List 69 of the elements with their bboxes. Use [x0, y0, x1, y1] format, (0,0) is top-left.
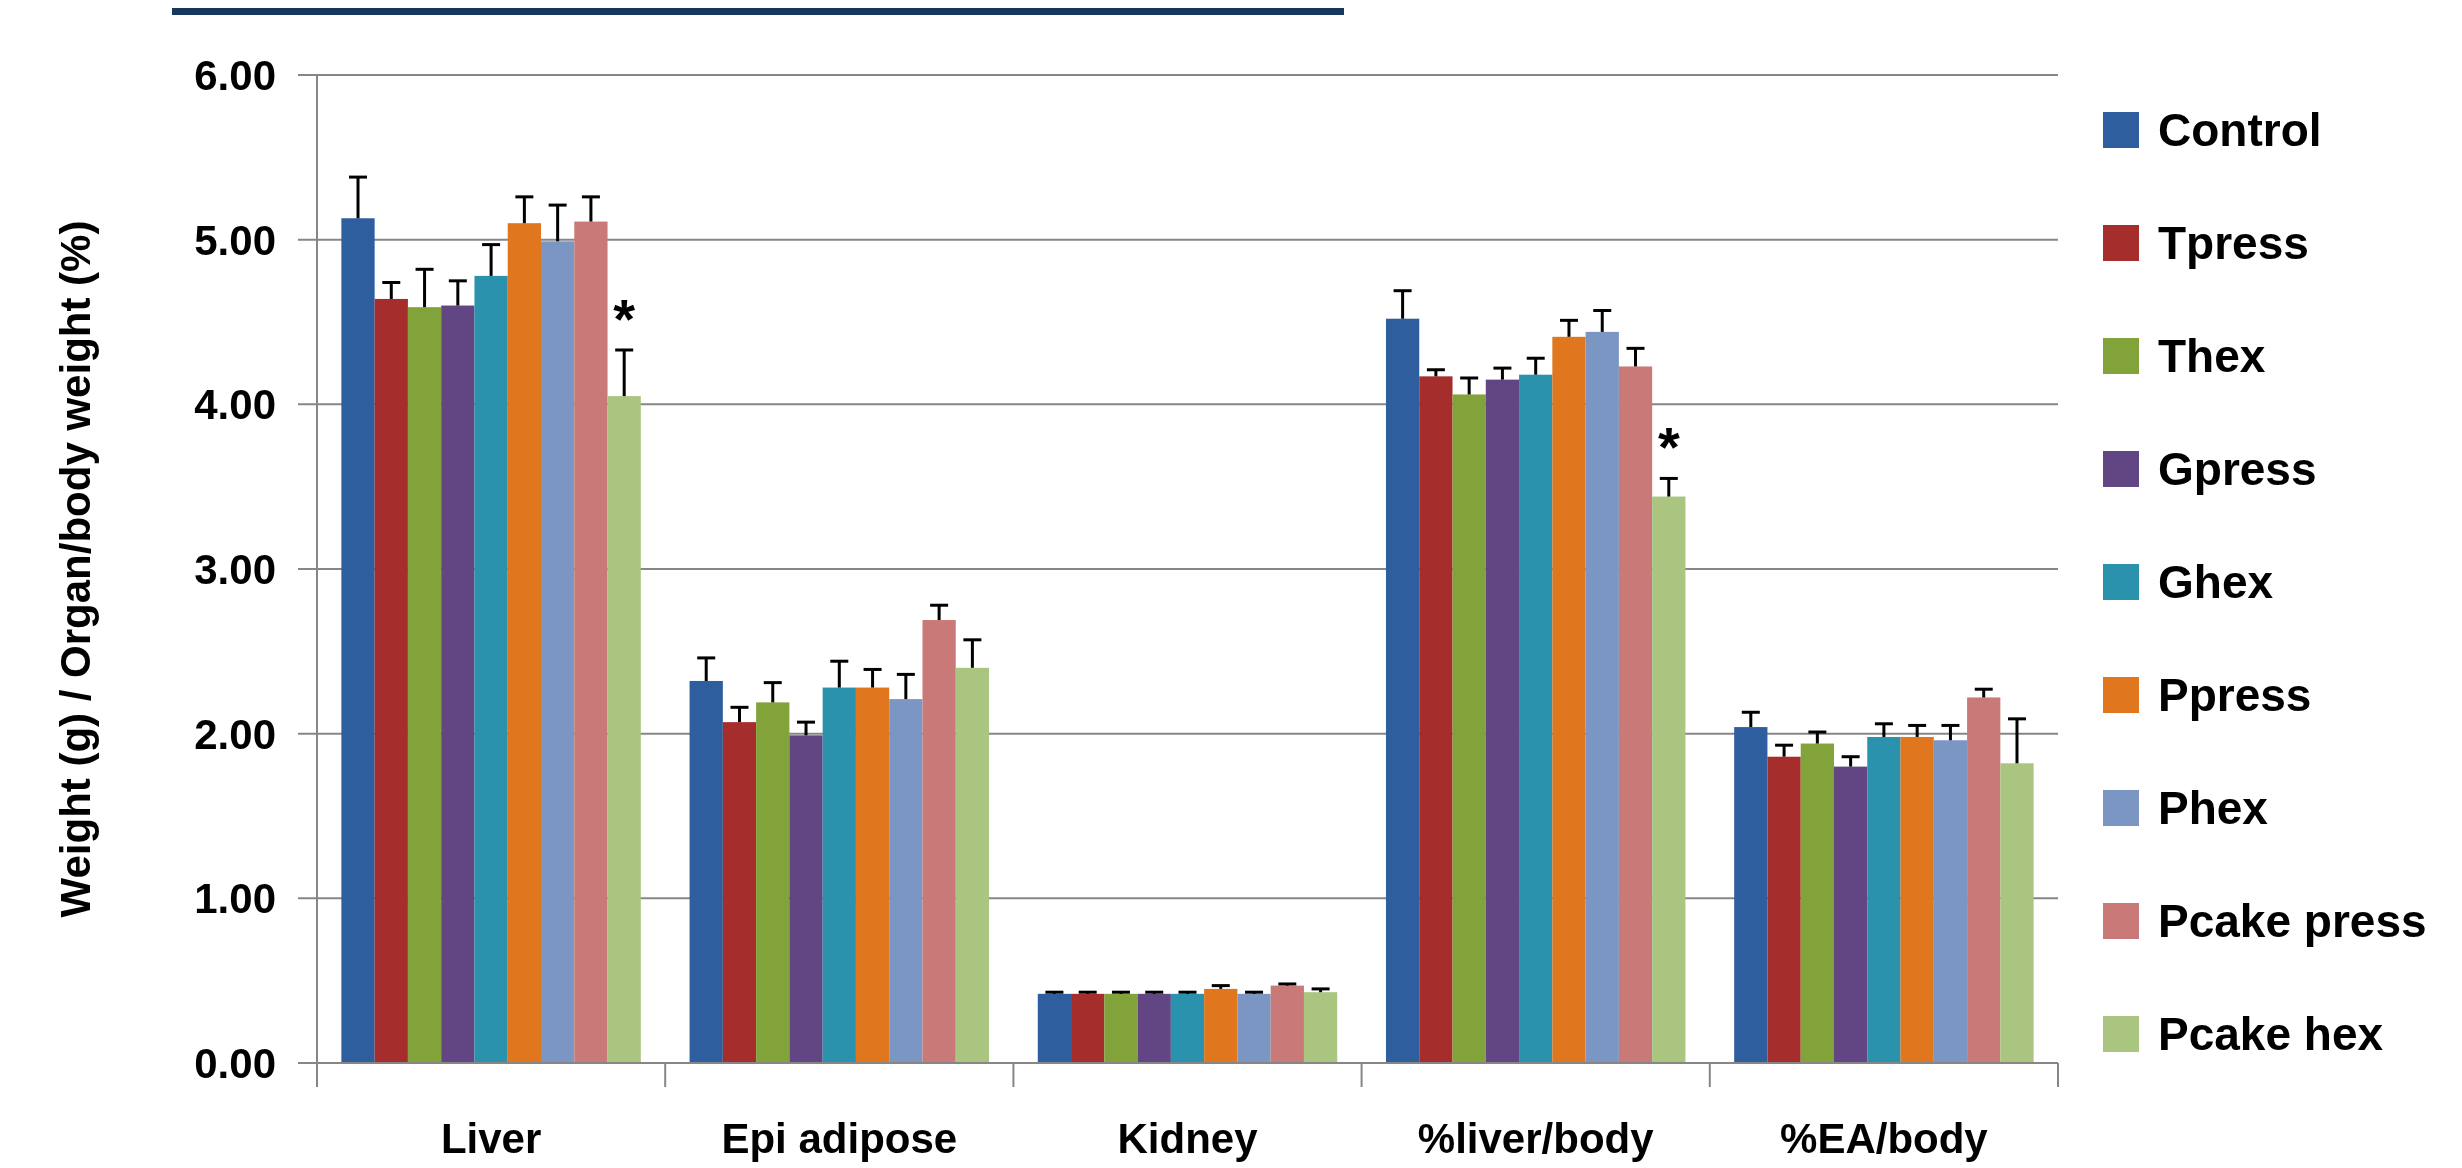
bar: [1037, 993, 1072, 1063]
bar: [1170, 993, 1205, 1063]
bar: [855, 687, 890, 1063]
bar: [607, 396, 641, 1063]
x-tick-label: %liver/body: [1417, 1115, 1655, 1162]
legend-label: Pcake hex: [2158, 1008, 2384, 1060]
y-tick-label: 6.00: [194, 52, 276, 99]
bar: [1552, 336, 1586, 1063]
bar: [1933, 740, 1968, 1063]
y-tick-label: 4.00: [194, 381, 276, 429]
bar: [1270, 985, 1304, 1063]
legend-label: Ppress: [2158, 669, 2312, 721]
annotation: *: [1657, 415, 1680, 479]
bar: [1303, 992, 1338, 1063]
y-tick-label: 3.00: [194, 546, 276, 593]
bar: [1900, 736, 1934, 1063]
bar: [341, 218, 375, 1063]
legend-label: Thex: [2158, 330, 2266, 382]
x-tick-label: Liver: [440, 1115, 542, 1162]
bar: [889, 699, 923, 1063]
bar: [1800, 743, 1834, 1063]
bar: [789, 735, 823, 1063]
legend-label: Pcake press: [2158, 895, 2427, 947]
bar: [1652, 496, 1686, 1063]
x-tick-label: Epi adipose: [721, 1115, 958, 1162]
bar: [689, 680, 723, 1063]
bar: [1967, 697, 2001, 1063]
bar: [374, 298, 408, 1063]
bar: [574, 221, 608, 1063]
bar: [1137, 993, 1171, 1063]
bar: [1237, 993, 1271, 1063]
legend-label: Control: [2158, 104, 2322, 156]
annotation: *: [613, 286, 636, 350]
y-axis-title: Weight (g) / Organ/body weight (%): [52, 220, 99, 918]
bar: [1204, 988, 1238, 1063]
bar: [1734, 727, 1768, 1063]
legend-label: Tpress: [2158, 217, 2309, 269]
bar: [756, 702, 790, 1063]
y-tick-label: 1.00: [194, 875, 276, 923]
y-tick-label: 0.00: [194, 1040, 276, 1087]
x-tick-label: %EA/body: [1780, 1115, 1989, 1162]
bar: [822, 687, 856, 1063]
bar: [1585, 331, 1619, 1063]
bar: [1833, 766, 1868, 1063]
legend-label: Phex: [2158, 782, 2269, 834]
bar: [1485, 379, 1520, 1063]
x-tick-label: Kidney: [1117, 1115, 1259, 1162]
legend-label: Gpress: [2158, 443, 2317, 495]
bar: [1419, 376, 1453, 1063]
bar: [1385, 318, 1420, 1063]
bar: [722, 722, 757, 1063]
legend-label: Ghex: [2158, 556, 2274, 608]
bar: [1767, 756, 1801, 1063]
bar: [1519, 374, 1553, 1063]
bar: [955, 667, 990, 1063]
y-tick-label: 5.00: [194, 216, 276, 264]
bar: [922, 620, 956, 1063]
bar: [541, 241, 575, 1063]
bar: [441, 305, 475, 1063]
bar: [1452, 394, 1486, 1063]
bar: [1867, 736, 1901, 1063]
bar: [474, 275, 508, 1063]
bar: [1618, 366, 1653, 1063]
bar: [407, 307, 442, 1063]
bar: [1071, 993, 1105, 1063]
bar: [2000, 763, 2034, 1063]
bar: [1104, 993, 1138, 1063]
y-tick-label: 2.00: [194, 710, 276, 758]
bar: [507, 223, 542, 1063]
